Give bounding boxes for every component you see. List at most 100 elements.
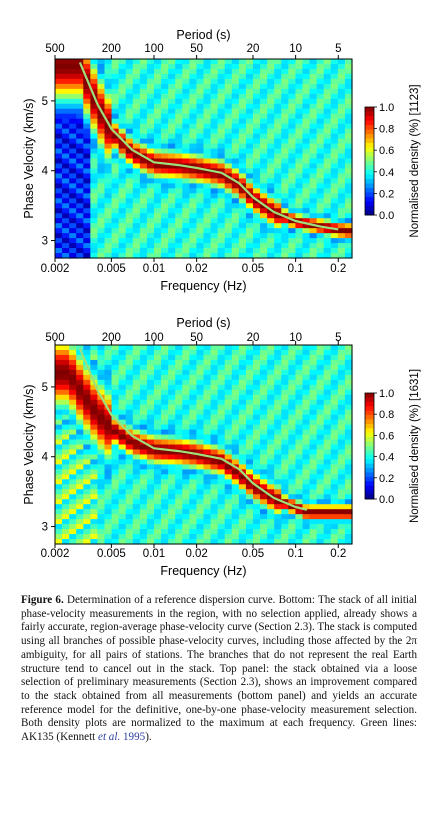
density-cell <box>260 148 268 155</box>
density-cell <box>217 218 226 224</box>
density-cell <box>111 404 120 411</box>
density-cell <box>302 509 311 515</box>
density-cell <box>146 349 155 356</box>
density-cell <box>260 98 268 105</box>
density-cell <box>253 414 261 421</box>
density-cell <box>217 238 226 244</box>
density-cell <box>111 83 120 90</box>
density-cell <box>337 118 346 125</box>
density-cell <box>111 163 120 170</box>
density-cell <box>90 389 99 396</box>
density-cell <box>55 349 63 356</box>
density-cell <box>55 389 63 396</box>
density-cell <box>146 439 155 446</box>
density-cell <box>337 143 346 150</box>
density-cell <box>118 519 127 525</box>
density-cell <box>62 63 70 70</box>
density-cell <box>62 193 70 199</box>
density-cell <box>55 374 63 381</box>
density-cell <box>210 93 219 100</box>
density-cell <box>90 123 99 130</box>
density-cell <box>55 384 63 391</box>
density-cell <box>231 68 240 75</box>
density-cell <box>154 63 162 70</box>
density-cell <box>118 469 127 475</box>
density-cell <box>316 173 325 179</box>
density-cell <box>83 529 91 535</box>
density-cell <box>125 399 134 406</box>
density-cell <box>90 524 99 530</box>
density-cell <box>253 173 261 179</box>
density-cell <box>245 519 254 525</box>
density-cell <box>118 539 127 545</box>
density-cell <box>217 148 226 155</box>
density-cell <box>83 509 91 515</box>
density-cell <box>175 345 183 351</box>
density-cell <box>97 213 106 219</box>
density-cell <box>196 173 205 179</box>
density-cell <box>316 203 325 209</box>
density-cell <box>260 509 268 515</box>
density-cell <box>76 118 84 125</box>
x-tick-label: 0.1 <box>288 548 304 560</box>
density-cell <box>76 233 84 239</box>
density-cells <box>55 59 353 259</box>
density-cell <box>118 218 127 224</box>
density-cell <box>309 449 318 456</box>
density-cell <box>302 529 311 535</box>
colorbar-tick-label: 0.0 <box>379 494 394 506</box>
density-cell <box>55 163 63 170</box>
density-cell <box>253 479 261 485</box>
density-cell <box>344 208 353 214</box>
density-cell <box>337 514 346 520</box>
density-cell <box>175 409 183 416</box>
density-cell <box>245 118 254 125</box>
density-cell <box>253 158 261 165</box>
density-cell <box>253 248 261 254</box>
density-cell <box>168 434 176 441</box>
density-cell <box>316 83 325 90</box>
density-cell <box>175 459 183 465</box>
density-cell <box>132 98 141 105</box>
density-cell <box>330 98 339 105</box>
density-cell <box>125 208 134 214</box>
density-cell <box>344 464 353 470</box>
density-cell <box>182 233 190 239</box>
density-cell <box>146 345 155 351</box>
density-cell <box>288 484 297 490</box>
density-cell <box>132 504 141 510</box>
density-cell <box>309 464 318 470</box>
colorbar-segment <box>365 125 374 130</box>
density-cell <box>344 459 353 465</box>
density-cell <box>203 223 212 229</box>
density-cell <box>76 218 84 224</box>
colorbar-tick-label: 0.8 <box>379 124 394 136</box>
density-cell <box>295 118 304 125</box>
density-cell <box>274 499 282 505</box>
density-cell <box>302 479 311 485</box>
density-cell <box>330 218 339 224</box>
density-cell <box>69 419 77 426</box>
density-cell <box>295 98 304 105</box>
density-cell <box>245 529 254 535</box>
density-cell <box>168 68 176 75</box>
density-cell <box>210 248 219 254</box>
density-cell <box>168 143 176 150</box>
density-cell <box>146 489 155 495</box>
density-cell <box>267 203 275 209</box>
density-cell <box>245 464 254 470</box>
density-cell <box>267 369 275 376</box>
density-cell <box>168 519 176 525</box>
density-cell <box>295 399 304 406</box>
density-cell <box>302 354 311 361</box>
density-cell <box>97 454 106 461</box>
density-cell <box>83 208 91 214</box>
density-cell <box>302 133 311 140</box>
density-cell <box>274 424 282 431</box>
density-cell <box>118 349 127 356</box>
density-cell <box>125 133 134 140</box>
density-cell <box>302 253 311 259</box>
density-cell <box>161 504 169 510</box>
density-cell <box>217 118 226 125</box>
density-cell <box>62 379 70 386</box>
